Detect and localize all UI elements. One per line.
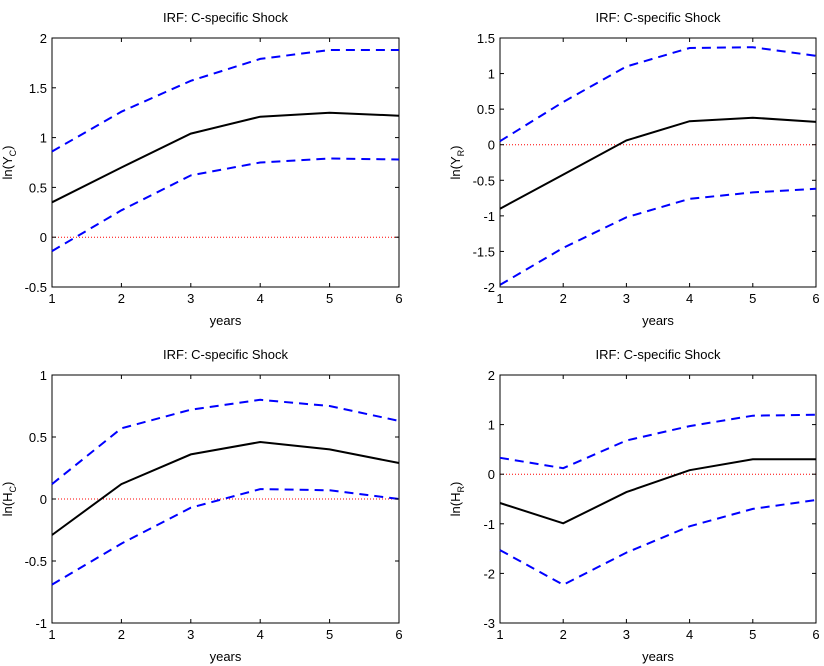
x-tick-label: 4	[686, 627, 693, 642]
x-tick-label: 1	[48, 291, 55, 306]
series-point-estimate	[51, 440, 400, 536]
y-tick-label: 1	[40, 368, 47, 383]
x-tick-label: 5	[326, 291, 333, 306]
chart-title: IRF: C-specific Shock	[163, 10, 288, 25]
x-tick-label: 3	[623, 291, 630, 306]
series-lower-band	[51, 488, 400, 586]
y-tick-label: -2	[483, 280, 495, 295]
series-upper-band	[51, 49, 399, 153]
plot-area	[51, 37, 400, 288]
x-tick-label: 5	[749, 291, 756, 306]
series-lower-band	[51, 157, 400, 252]
x-tick-label: 4	[257, 291, 264, 306]
x-tick-label: 4	[257, 627, 264, 642]
x-tick-label: 6	[812, 627, 819, 642]
y-tick-label: -3	[483, 616, 495, 631]
x-tick-label: 5	[326, 627, 333, 642]
x-tick-label: 6	[812, 291, 819, 306]
y-tick-label: -1	[483, 209, 495, 224]
x-tick-label: 4	[686, 291, 693, 306]
y-tick-label: 1.5	[29, 81, 47, 96]
y-tick-label: 1	[40, 131, 47, 146]
chart-title: IRF: C-specific Shock	[596, 347, 721, 362]
y-tick-label: 1	[488, 418, 495, 433]
y-tick-label: 0	[488, 467, 495, 482]
x-tick-label: 5	[749, 627, 756, 642]
x-axis-label: years	[642, 649, 674, 664]
y-tick-label: -1.5	[473, 244, 495, 259]
y-tick-label: -2	[483, 566, 495, 581]
chart-title: IRF: C-specific Shock	[163, 347, 288, 362]
y-axis-label: ln(YC)	[0, 146, 18, 180]
x-tick-label: 1	[496, 291, 503, 306]
x-tick-label: 3	[623, 627, 630, 642]
y-tick-label: -1	[35, 616, 47, 631]
irf-panel-4: 1 2 3 4 5 6 -3 -2 -1 0 1 2 IRF: C-specific Shock year…	[448, 347, 820, 664]
y-tick-label: 0	[40, 230, 47, 245]
plot-area	[499, 374, 817, 624]
x-tick-label: 2	[560, 627, 567, 642]
y-tick-label: -0.5	[25, 554, 47, 569]
x-axis-label: years	[210, 313, 242, 328]
x-tick-label: 2	[118, 291, 125, 306]
series-point-estimate	[51, 111, 400, 204]
y-tick-label: -1	[483, 517, 495, 532]
chart-title: IRF: C-specific Shock	[596, 10, 721, 25]
y-tick-label: 2	[40, 31, 47, 46]
irf-panel-3: 1 2 3 4 5 6 -1 -0.5 0 0.5 1 IRF: C-specific Shock ye…	[0, 347, 403, 664]
series-point-estimate	[499, 458, 816, 525]
series-lower-band	[499, 499, 817, 586]
x-tick-label: 2	[560, 291, 567, 306]
x-tick-label: 6	[395, 627, 402, 642]
series-upper-band	[499, 413, 817, 470]
y-tick-label: -0.5	[473, 173, 495, 188]
x-tick-label: 1	[496, 627, 503, 642]
series-point-estimate	[499, 116, 817, 210]
y-tick-label: 0.5	[477, 102, 495, 117]
y-axis-label: ln(HR)	[448, 482, 466, 517]
x-axis-label: years	[210, 649, 242, 664]
y-tick-label: 2	[488, 368, 495, 383]
x-axis-label: years	[642, 313, 674, 328]
y-tick-label: 0.5	[29, 430, 47, 445]
series-upper-band	[499, 46, 817, 143]
y-tick-label: -0.5	[25, 280, 47, 295]
y-tick-label: 0.5	[29, 180, 47, 195]
y-axis-label: ln(YR)	[448, 146, 466, 180]
x-tick-label: 3	[187, 291, 194, 306]
series-upper-band	[51, 398, 400, 485]
irf-panel-2: 1 2 3 4 5 6 -2 -1.5 -1 -0.5 0 0.5 1 1.5 IRF: C-specifi…	[448, 10, 820, 328]
x-tick-label: 1	[48, 627, 55, 642]
y-tick-label: 0	[488, 138, 495, 153]
irf-panel-1: 1 2 3 4 5 6 -0.5 0 0.5 1 1.5 2 IRF: C-specific Shock…	[0, 10, 403, 328]
y-axis-label: ln(HC)	[0, 482, 18, 517]
x-tick-label: 2	[118, 627, 125, 642]
y-tick-label: 1	[488, 67, 495, 82]
y-tick-label: 1.5	[477, 31, 495, 46]
x-tick-label: 6	[395, 291, 402, 306]
y-tick-label: 0	[40, 492, 47, 507]
x-tick-label: 3	[187, 627, 194, 642]
plot-area	[499, 37, 817, 288]
series-lower-band	[499, 187, 817, 286]
